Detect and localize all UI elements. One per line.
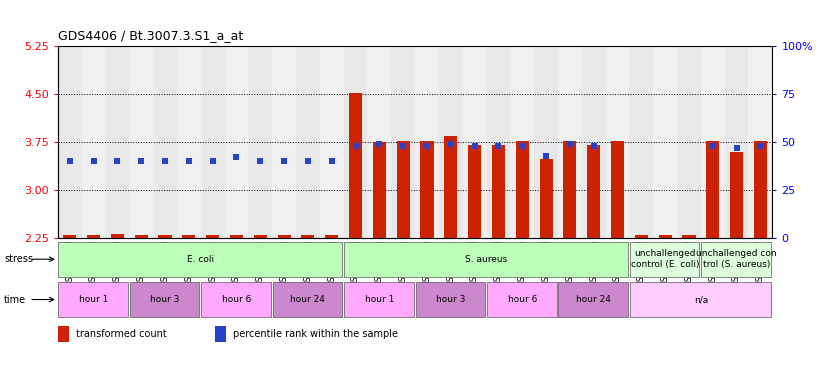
Text: GDS4406 / Bt.3007.3.S1_a_at: GDS4406 / Bt.3007.3.S1_a_at bbox=[58, 29, 243, 42]
Bar bbox=[59, 282, 128, 317]
Bar bbox=[225, 46, 249, 238]
Bar bbox=[444, 136, 458, 238]
Bar bbox=[215, 326, 225, 342]
Bar bbox=[344, 282, 414, 317]
Bar bbox=[682, 235, 695, 238]
Bar bbox=[396, 141, 410, 238]
Bar bbox=[510, 46, 534, 238]
Text: unchallenged con
trol (S. aureus): unchallenged con trol (S. aureus) bbox=[696, 250, 777, 269]
Text: percentile rank within the sample: percentile rank within the sample bbox=[233, 329, 398, 339]
Bar bbox=[605, 46, 629, 238]
Bar bbox=[754, 141, 767, 238]
Bar bbox=[415, 282, 485, 317]
Bar bbox=[278, 235, 291, 238]
Bar bbox=[344, 46, 368, 238]
Bar bbox=[515, 141, 529, 238]
Text: hour 1: hour 1 bbox=[364, 295, 394, 304]
Bar bbox=[254, 235, 267, 238]
Bar bbox=[558, 282, 628, 317]
Text: E. coli: E. coli bbox=[188, 255, 214, 264]
Text: hour 6: hour 6 bbox=[507, 295, 537, 304]
Bar bbox=[230, 235, 243, 238]
Bar bbox=[273, 46, 296, 238]
Bar bbox=[653, 46, 677, 238]
Bar bbox=[706, 141, 719, 238]
Bar bbox=[534, 46, 558, 238]
Bar bbox=[658, 235, 672, 238]
Bar bbox=[135, 235, 148, 238]
Bar bbox=[249, 46, 273, 238]
Bar bbox=[202, 282, 271, 317]
Bar bbox=[487, 282, 557, 317]
Bar bbox=[296, 46, 320, 238]
Text: hour 3: hour 3 bbox=[436, 295, 466, 304]
Bar bbox=[325, 235, 339, 238]
Bar bbox=[491, 145, 505, 238]
Bar bbox=[344, 242, 628, 277]
Bar bbox=[373, 142, 386, 238]
Bar bbox=[730, 152, 743, 238]
Bar bbox=[201, 46, 225, 238]
Bar bbox=[320, 46, 344, 238]
Text: hour 3: hour 3 bbox=[150, 295, 180, 304]
Bar bbox=[87, 235, 100, 238]
Bar bbox=[159, 235, 172, 238]
Bar bbox=[582, 46, 605, 238]
Bar bbox=[439, 46, 463, 238]
Bar bbox=[183, 235, 196, 238]
Bar bbox=[82, 46, 106, 238]
Bar bbox=[677, 46, 700, 238]
Text: stress: stress bbox=[4, 254, 33, 264]
Bar bbox=[59, 242, 342, 277]
Bar bbox=[748, 46, 772, 238]
Bar bbox=[701, 242, 771, 277]
Bar bbox=[587, 145, 601, 238]
Bar bbox=[129, 46, 153, 238]
Text: hour 1: hour 1 bbox=[78, 295, 108, 304]
Bar bbox=[106, 46, 129, 238]
Bar bbox=[415, 46, 439, 238]
Bar bbox=[206, 235, 219, 238]
Bar bbox=[463, 46, 487, 238]
Bar bbox=[58, 46, 82, 238]
Bar bbox=[420, 141, 434, 238]
Bar bbox=[724, 46, 748, 238]
Bar bbox=[630, 282, 771, 317]
Text: time: time bbox=[4, 295, 26, 305]
Bar bbox=[629, 46, 653, 238]
Text: hour 24: hour 24 bbox=[577, 295, 611, 304]
Bar bbox=[58, 326, 69, 342]
Bar bbox=[700, 46, 724, 238]
Bar bbox=[487, 46, 510, 238]
Text: transformed count: transformed count bbox=[76, 329, 166, 339]
Bar bbox=[611, 141, 624, 238]
Text: S. aureus: S. aureus bbox=[465, 255, 508, 264]
Bar bbox=[630, 242, 700, 277]
Bar bbox=[558, 46, 582, 238]
Bar bbox=[468, 145, 482, 238]
Bar bbox=[563, 141, 577, 238]
Bar bbox=[634, 235, 648, 238]
Bar bbox=[349, 93, 362, 238]
Bar bbox=[392, 46, 415, 238]
Bar bbox=[273, 282, 342, 317]
Bar bbox=[301, 235, 315, 238]
Text: n/a: n/a bbox=[694, 295, 708, 304]
Bar bbox=[63, 235, 76, 238]
Bar bbox=[177, 46, 201, 238]
Bar bbox=[111, 233, 124, 238]
Text: hour 6: hour 6 bbox=[221, 295, 251, 304]
Bar bbox=[130, 282, 199, 317]
Text: unchallenged
control (E. coli): unchallenged control (E. coli) bbox=[631, 250, 700, 269]
Bar bbox=[153, 46, 177, 238]
Text: hour 24: hour 24 bbox=[291, 295, 325, 304]
Bar bbox=[368, 46, 392, 238]
Bar bbox=[539, 159, 553, 238]
